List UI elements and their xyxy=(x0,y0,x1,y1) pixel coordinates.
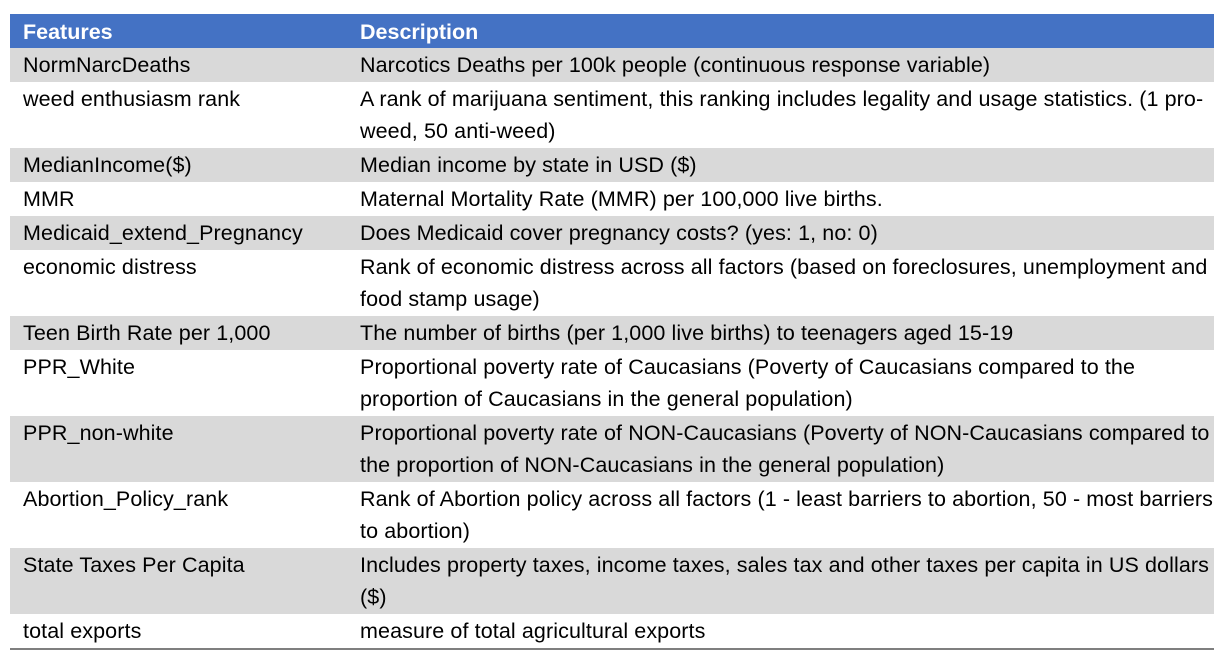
table-row: NormNarcDeaths Narcotics Deaths per 100k… xyxy=(10,48,1214,82)
features-table: Features Description NormNarcDeaths Narc… xyxy=(10,14,1214,650)
description-cell: Rank of economic distress across all fac… xyxy=(347,250,1214,316)
description-cell: A rank of marijuana sentiment, this rank… xyxy=(347,82,1214,148)
table-row: total exports measure of total agricultu… xyxy=(10,614,1214,650)
table-header-row: Features Description xyxy=(10,14,1214,48)
feature-cell: Abortion_Policy_rank xyxy=(10,482,347,548)
table-row: PPR_non-white Proportional poverty rate … xyxy=(10,416,1214,482)
feature-cell: Teen Birth Rate per 1,000 xyxy=(10,316,347,350)
description-cell: Does Medicaid cover pregnancy costs? (ye… xyxy=(347,216,1214,250)
description-cell: Includes property taxes, income taxes, s… xyxy=(347,548,1214,614)
description-cell: The number of births (per 1,000 live bir… xyxy=(347,316,1214,350)
feature-cell: PPR_non-white xyxy=(10,416,347,482)
features-table-container: Features Description NormNarcDeaths Narc… xyxy=(10,14,1214,650)
feature-cell: Medicaid_extend_Pregnancy xyxy=(10,216,347,250)
table-row: MMR Maternal Mortality Rate (MMR) per 10… xyxy=(10,182,1214,216)
description-cell: Rank of Abortion policy across all facto… xyxy=(347,482,1214,548)
feature-cell: MedianIncome($) xyxy=(10,148,347,182)
column-header-features: Features xyxy=(23,20,113,44)
table-row: economic distress Rank of economic distr… xyxy=(10,250,1214,316)
feature-cell: NormNarcDeaths xyxy=(10,48,347,82)
description-cell: Proportional poverty rate of NON-Caucasi… xyxy=(347,416,1214,482)
description-cell: Maternal Mortality Rate (MMR) per 100,00… xyxy=(347,182,1214,216)
table-row: MedianIncome($) Median income by state i… xyxy=(10,148,1214,182)
feature-cell: State Taxes Per Capita xyxy=(10,548,347,614)
table-row: Teen Birth Rate per 1,000 The number of … xyxy=(10,316,1214,350)
feature-cell: MMR xyxy=(10,182,347,216)
feature-cell: PPR_White xyxy=(10,350,347,416)
feature-cell: economic distress xyxy=(10,250,347,316)
table-row: State Taxes Per Capita Includes property… xyxy=(10,548,1214,614)
description-cell: Proportional poverty rate of Caucasians … xyxy=(347,350,1214,416)
feature-cell: total exports xyxy=(10,614,347,650)
description-cell: Narcotics Deaths per 100k people (contin… xyxy=(347,48,1214,82)
description-cell: measure of total agricultural exports xyxy=(347,614,1214,650)
column-header-description: Description xyxy=(360,20,479,44)
table-row: weed enthusiasm rank A rank of marijuana… xyxy=(10,82,1214,148)
feature-cell: weed enthusiasm rank xyxy=(10,82,347,148)
table-row: Abortion_Policy_rank Rank of Abortion po… xyxy=(10,482,1214,548)
table-row: Medicaid_extend_Pregnancy Does Medicaid … xyxy=(10,216,1214,250)
description-cell: Median income by state in USD ($) xyxy=(347,148,1214,182)
table-row: PPR_White Proportional poverty rate of C… xyxy=(10,350,1214,416)
